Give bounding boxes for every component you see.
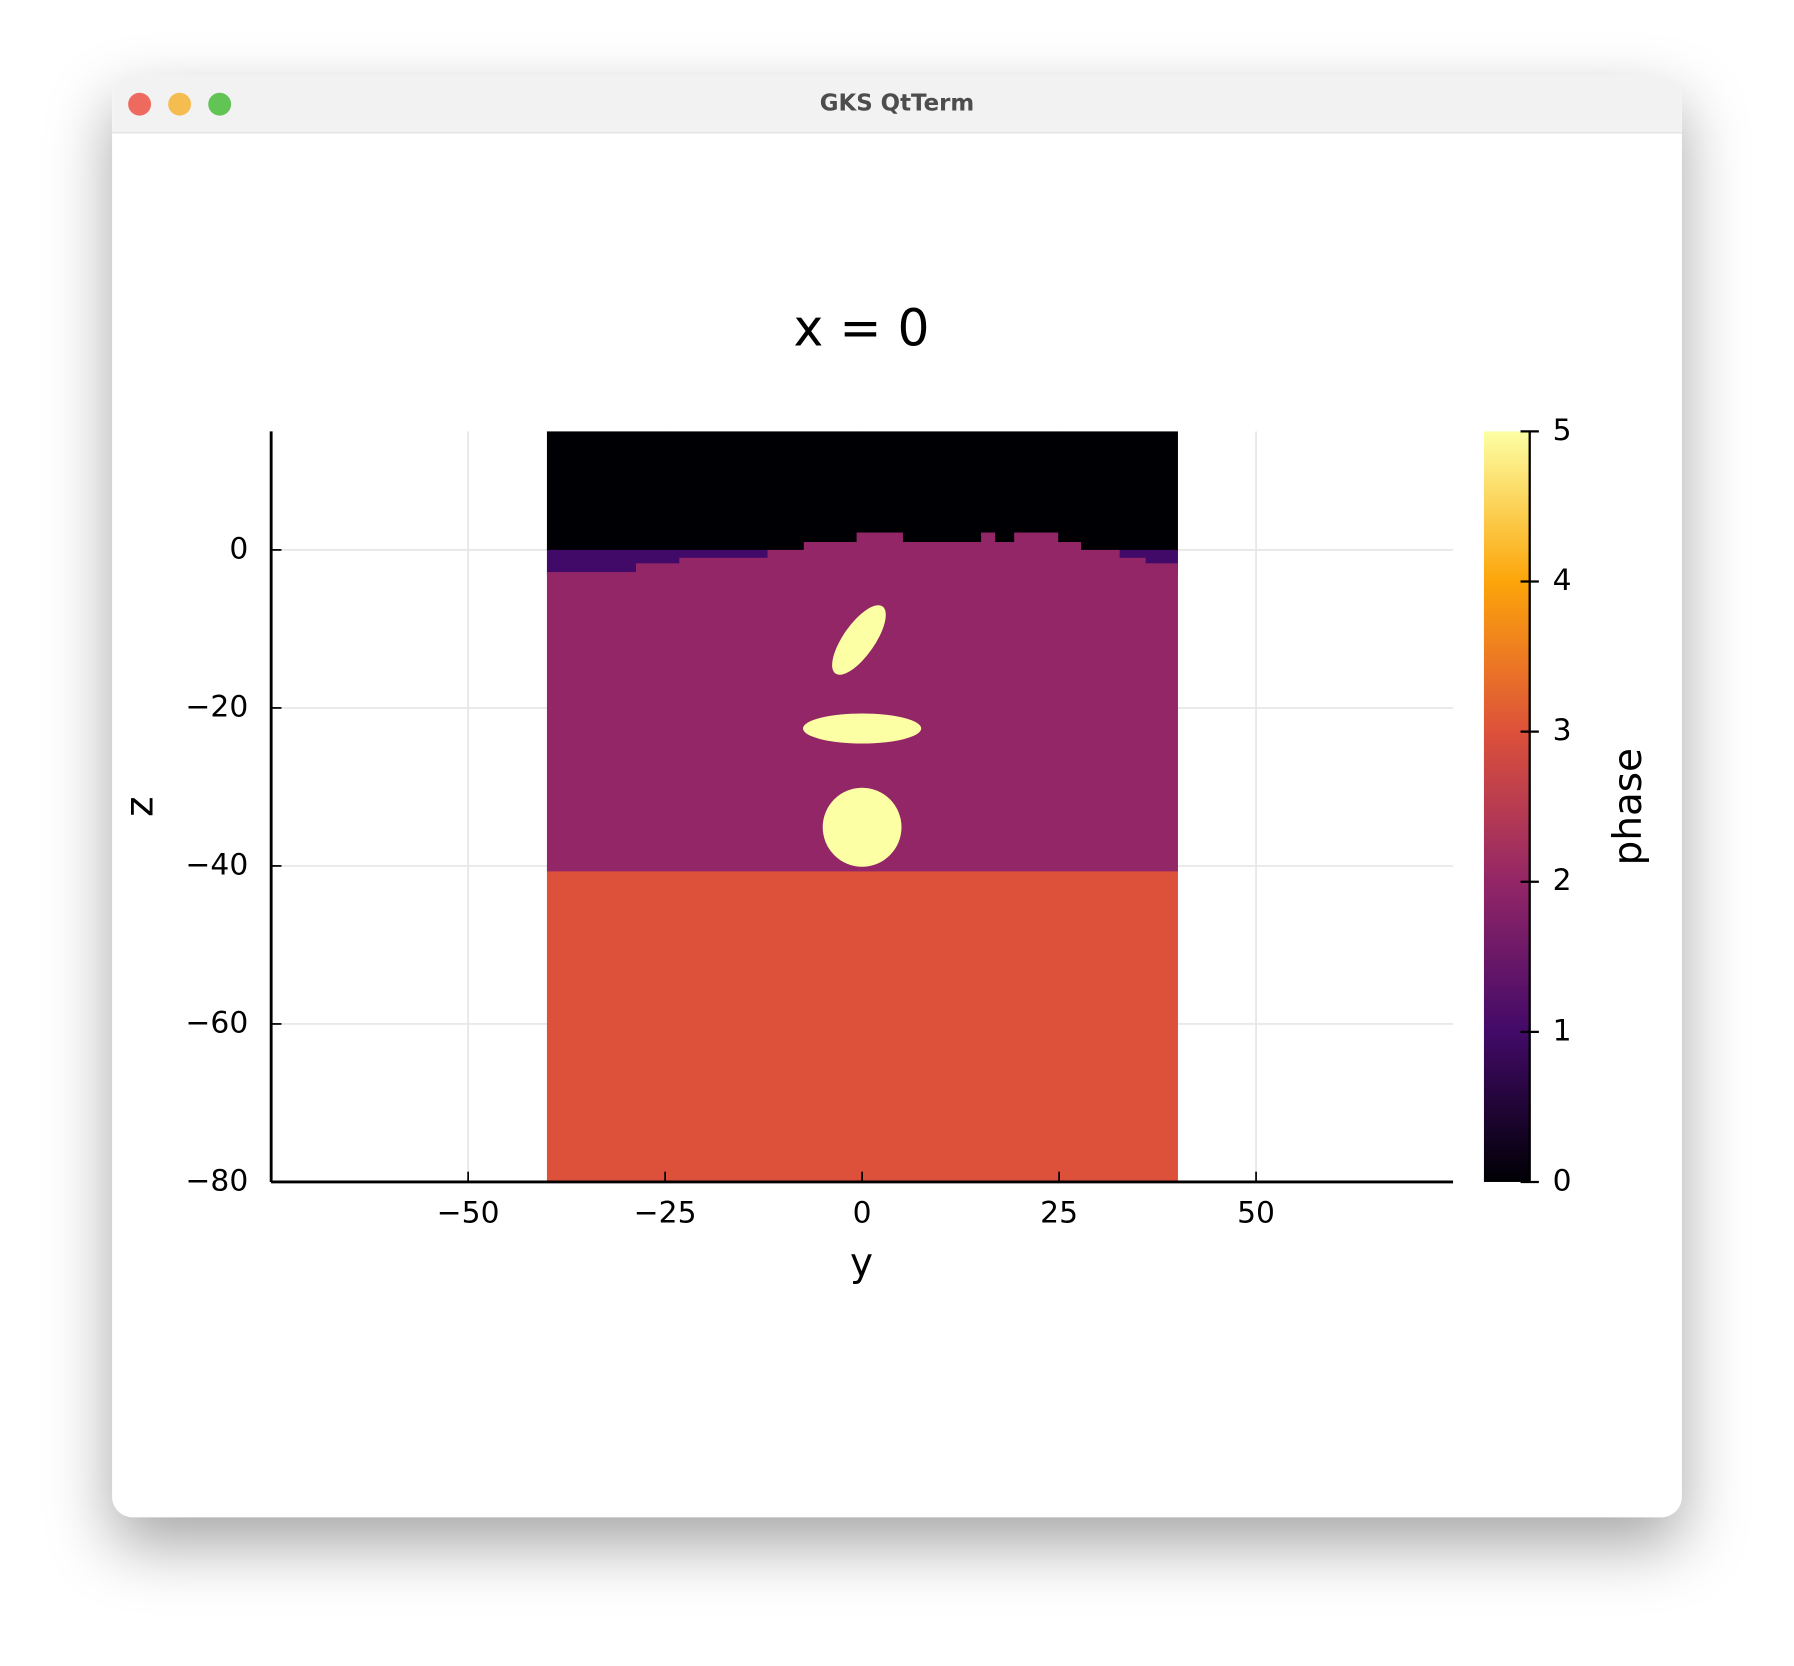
heatmap-cell xyxy=(981,532,996,872)
heatmap-cell xyxy=(679,557,769,872)
chart-title: x = 0 xyxy=(794,298,930,357)
heatmap-cell xyxy=(1144,563,1178,872)
heatmap xyxy=(546,431,1178,1183)
heatmap-cell xyxy=(1080,549,1120,872)
heatmap-cell xyxy=(1014,532,1059,872)
axes: −50 −25 0 25 50 −80 −60 −40 −20 0 xyxy=(186,431,1454,1230)
x-tick-label: 0 xyxy=(853,1195,872,1230)
colorbar-tick-label: 1 xyxy=(1553,1013,1572,1048)
close-button[interactable] xyxy=(128,92,152,116)
heatmap-blob xyxy=(803,713,922,744)
heatmap-cell xyxy=(546,870,1178,1183)
y-tick-label: −20 xyxy=(186,689,249,724)
heatmap-cell xyxy=(1118,557,1146,872)
window-title: GKS QtTerm xyxy=(820,91,975,117)
heatmap-cell xyxy=(546,572,637,872)
colorbar-tick-label: 3 xyxy=(1553,713,1572,748)
heatmap-cell xyxy=(635,563,680,872)
colorbar-tick-label: 4 xyxy=(1553,563,1572,598)
colorbar xyxy=(1483,431,1530,1182)
heatmap-blob xyxy=(822,787,902,867)
heatmap-cell xyxy=(994,542,1015,872)
heatmap-cell xyxy=(1057,542,1082,872)
y-tick-label: −80 xyxy=(186,1163,249,1198)
y-tick-label: −40 xyxy=(186,847,249,882)
x-tick-label: 25 xyxy=(1040,1195,1078,1230)
y-tick-label: −60 xyxy=(186,1005,249,1040)
y-axis-label: z xyxy=(117,796,162,816)
colorbar-tick-label: 0 xyxy=(1553,1163,1572,1198)
zoom-button[interactable] xyxy=(208,92,232,116)
heatmap-cell xyxy=(767,549,805,872)
colorbar-tick-label: 5 xyxy=(1553,413,1572,448)
y-tick-label: 0 xyxy=(229,531,248,566)
heatmap-cell xyxy=(546,431,1178,551)
heatmap-cell xyxy=(902,542,982,872)
heatmap-blob xyxy=(832,605,886,675)
minimize-button[interactable] xyxy=(168,92,192,116)
x-tick-label: −50 xyxy=(437,1195,500,1230)
colorbar-label: phase xyxy=(1606,748,1651,865)
colorbar-tick-label: 2 xyxy=(1553,863,1572,898)
title-bar xyxy=(112,75,1682,133)
x-axis-label: y xyxy=(850,1241,873,1286)
x-tick-label: 50 xyxy=(1237,1195,1275,1230)
x-tick-label: −25 xyxy=(634,1195,697,1230)
